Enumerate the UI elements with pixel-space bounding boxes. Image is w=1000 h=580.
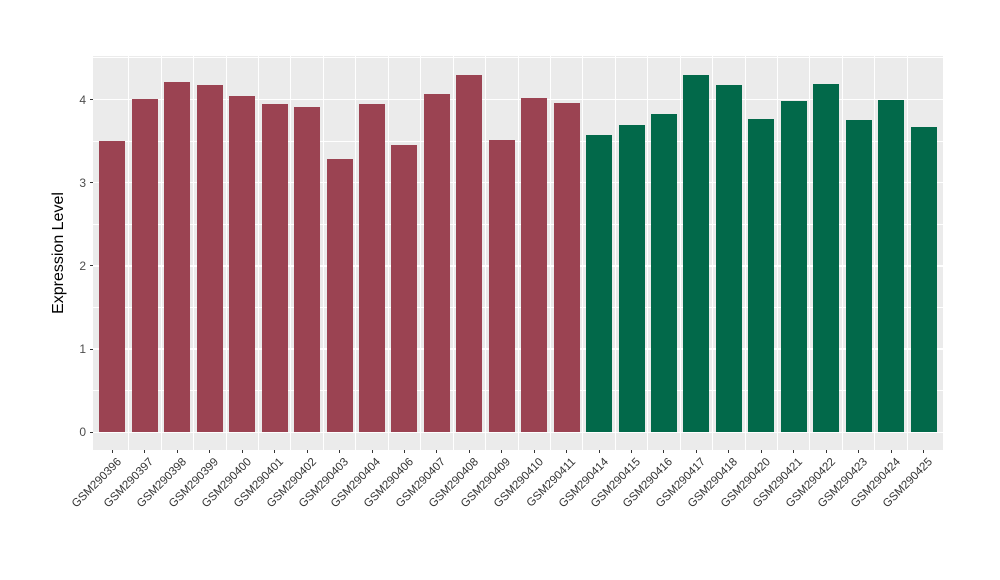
- bar-GSM290409: [488, 140, 515, 433]
- vertical-gridline: [517, 56, 519, 450]
- vertical-gridline: [160, 56, 162, 450]
- y-tick-label: 3: [79, 175, 86, 190]
- x-tick-mark: [631, 450, 633, 453]
- bar-GSM290410: [521, 97, 548, 433]
- y-tick-mark: [90, 348, 93, 350]
- y-tick-label: 0: [79, 425, 86, 440]
- x-tick-mark: [339, 450, 341, 453]
- vertical-gridline: [841, 56, 843, 450]
- x-tick-mark: [825, 450, 827, 453]
- x-tick-mark: [403, 450, 405, 453]
- vertical-gridline: [679, 56, 681, 450]
- bar-GSM290408: [456, 74, 483, 433]
- vertical-gridline: [355, 56, 357, 450]
- vertical-gridline: [193, 56, 195, 450]
- vertical-gridline: [452, 56, 454, 450]
- x-tick-mark: [728, 450, 730, 453]
- y-tick-label: 1: [79, 342, 86, 357]
- bar-GSM290396: [99, 141, 126, 433]
- vertical-gridline: [582, 56, 584, 450]
- bar-GSM290425: [910, 126, 937, 433]
- vertical-gridline: [906, 56, 908, 450]
- vertical-gridline: [322, 56, 324, 450]
- vertical-gridline: [420, 56, 422, 450]
- y-axis-title: Expression Level: [50, 192, 67, 314]
- x-tick-mark: [760, 450, 762, 453]
- x-tick-mark: [566, 450, 568, 453]
- x-tick-mark: [371, 450, 373, 453]
- y-tick-label: 4: [79, 92, 86, 107]
- bar-GSM290418: [715, 84, 742, 433]
- bar-GSM290416: [651, 113, 677, 433]
- vertical-gridline: [290, 56, 292, 450]
- bar-GSM290420: [748, 119, 775, 433]
- x-tick-mark: [890, 450, 892, 453]
- bar-GSM290397: [131, 98, 158, 433]
- x-tick-mark: [436, 450, 438, 453]
- x-tick-mark: [306, 450, 308, 453]
- vertical-gridline: [777, 56, 779, 450]
- vertical-gridline: [485, 56, 487, 450]
- bar-GSM290404: [359, 103, 385, 433]
- y-tick-label: 2: [79, 258, 86, 273]
- bar-GSM290399: [196, 84, 223, 433]
- bar-GSM290414: [586, 135, 613, 433]
- x-tick-mark: [111, 450, 113, 453]
- bar-GSM290417: [683, 74, 710, 433]
- x-tick-mark: [598, 450, 600, 453]
- x-tick-mark: [468, 450, 470, 453]
- vertical-gridline: [257, 56, 259, 450]
- x-tick-mark: [663, 450, 665, 453]
- vertical-gridline: [387, 56, 389, 450]
- bar-GSM290423: [845, 120, 872, 433]
- bar-GSM290402: [294, 106, 321, 433]
- x-tick-mark: [695, 450, 697, 453]
- x-tick-mark: [241, 450, 243, 453]
- plot-panel: [93, 56, 943, 450]
- x-tick-mark: [209, 450, 211, 453]
- bar-GSM290403: [326, 159, 353, 433]
- x-tick-mark: [176, 450, 178, 453]
- vertical-gridline: [128, 56, 130, 450]
- bar-GSM290422: [813, 83, 840, 433]
- vertical-gridline: [874, 56, 876, 450]
- x-tick-mark: [533, 450, 535, 453]
- x-tick-mark: [144, 450, 146, 453]
- bar-GSM290400: [229, 96, 256, 433]
- y-tick-mark: [90, 431, 93, 433]
- x-tick-mark: [501, 450, 503, 453]
- bar-GSM290415: [618, 125, 645, 433]
- x-tick-mark: [923, 450, 925, 453]
- x-tick-mark: [793, 450, 795, 453]
- vertical-gridline: [549, 56, 551, 450]
- bar-GSM290421: [780, 101, 807, 433]
- vertical-gridline: [744, 56, 746, 450]
- bar-GSM290407: [423, 93, 450, 433]
- bar-GSM290401: [261, 103, 288, 433]
- bar-GSM290424: [878, 99, 905, 433]
- vertical-gridline: [225, 56, 227, 450]
- vertical-gridline: [647, 56, 649, 450]
- y-tick-mark: [90, 99, 93, 100]
- bar-GSM290411: [553, 102, 580, 433]
- vertical-gridline: [614, 56, 616, 450]
- bar-GSM290398: [164, 82, 191, 433]
- vertical-gridline: [712, 56, 714, 450]
- bar-GSM290406: [391, 145, 418, 433]
- y-tick-mark: [90, 265, 93, 267]
- vertical-gridline: [809, 56, 811, 450]
- y-tick-mark: [90, 182, 93, 184]
- x-tick-mark: [858, 450, 860, 453]
- x-tick-mark: [274, 450, 276, 453]
